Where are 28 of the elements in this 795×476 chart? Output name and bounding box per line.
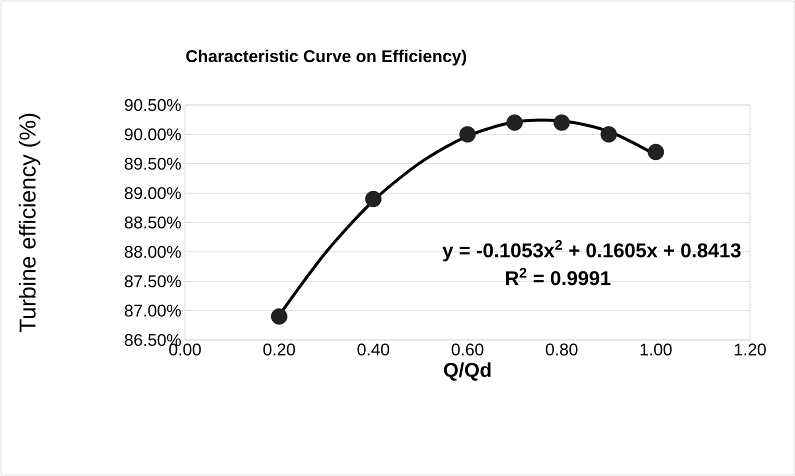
point — [506, 114, 523, 131]
x-tick-label: 1.00 — [640, 344, 672, 356]
point — [648, 144, 664, 160]
y-tick-label: 87.50% — [124, 275, 181, 288]
y-tick-label: 88.50% — [124, 216, 181, 228]
x-tick-label: 0.20 — [263, 344, 295, 356]
x-axis-title: Q/Qd — [444, 362, 491, 381]
x-tick-label: 0.40 — [358, 344, 390, 356]
point — [365, 190, 382, 208]
y-tick-label: 88.00% — [124, 246, 181, 258]
y-tick-label: 90.00% — [124, 128, 181, 140]
y-axis-title: Turbine efficiency (%) — [18, 114, 40, 332]
chart-title: Characteristic Curve on Efficiency) — [186, 50, 466, 66]
x-tick-label: 0.00 — [169, 344, 201, 356]
y-tick-label: 90.50% — [124, 99, 181, 111]
point — [270, 308, 288, 325]
point — [600, 126, 617, 143]
y-tick-label: 87.00% — [124, 304, 181, 317]
x-tick-label: 0.60 — [452, 344, 484, 356]
x-tick-label: 0.80 — [546, 344, 578, 356]
point — [459, 126, 476, 143]
point — [553, 114, 570, 131]
y-tick-label: 86.50% — [124, 334, 181, 346]
annotation: R$^{2}$ = 0.9991 — [506, 268, 610, 286]
annotation: y = -0.1053x$^{2}$ + 0.1605x + 0.8413 — [442, 240, 741, 262]
y-tick-label: 89.00% — [124, 187, 181, 200]
x-tick-label: 1.20 — [734, 344, 766, 356]
y-tick-label: 89.50% — [124, 158, 181, 170]
